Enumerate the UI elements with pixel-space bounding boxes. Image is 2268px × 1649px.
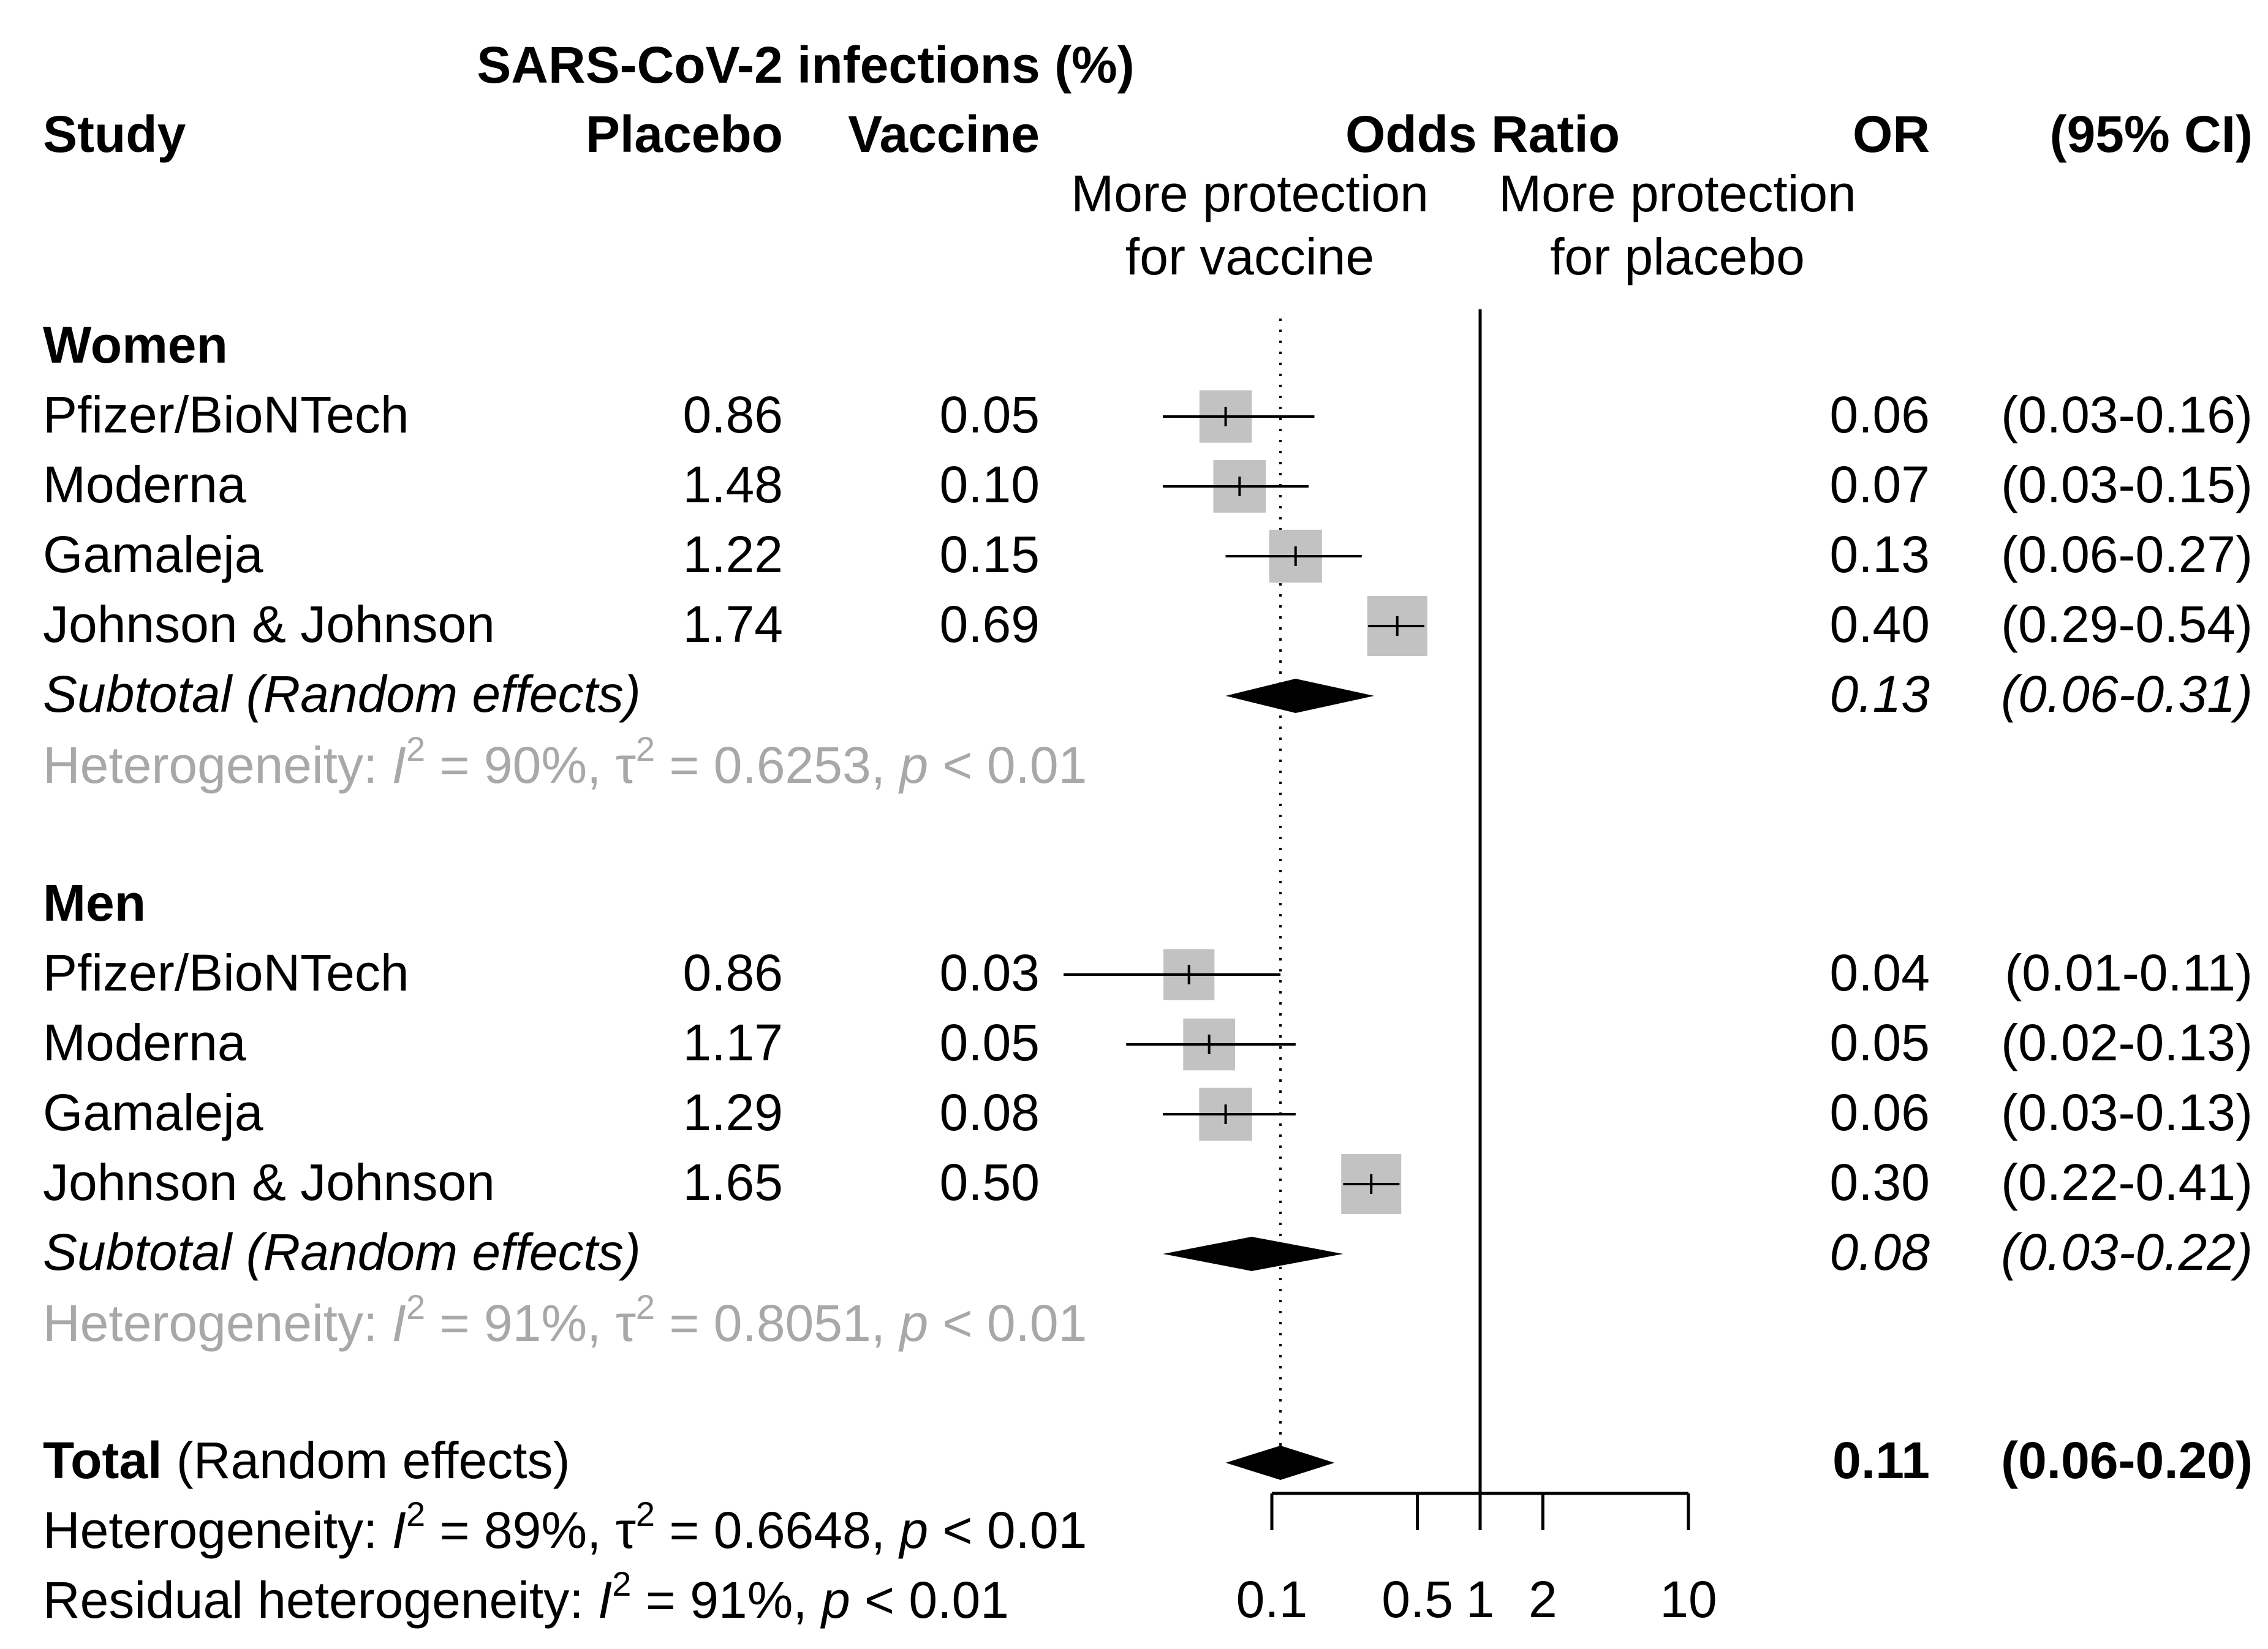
- subtotal-row: Subtotal (Random effects) 0.08 (0.03-0.2…: [43, 1223, 2253, 1281]
- study-row: Moderna 1.17 0.05 0.05 (0.02-0.13): [43, 1014, 2253, 1071]
- placebo-value: 1.22: [683, 526, 784, 583]
- subtotal-diamond: [1163, 1237, 1344, 1271]
- ci-value: (0.29-0.54): [2001, 595, 2253, 653]
- col-effect: Odds Ratio: [1345, 105, 1620, 163]
- study-row: Pfizer/BioNTech 0.86 0.05 0.06 (0.03-0.1…: [43, 386, 2253, 443]
- study-name: Johnson & Johnson: [43, 595, 495, 653]
- x-axis-tick-label: 1: [1466, 1571, 1495, 1628]
- or-value: 0.04: [1830, 944, 1930, 1002]
- study-name: Pfizer/BioNTech: [43, 386, 409, 443]
- placebo-value: 0.86: [683, 944, 784, 1002]
- right-note-line1: More protection: [1499, 165, 1856, 222]
- vaccine-value: 0.05: [940, 386, 1040, 443]
- group-women: Women Pfizer/BioNTech 0.86 0.05 0.06 (0.…: [43, 316, 2253, 794]
- residual-heterogeneity: Residual heterogeneity: I2 = 91%, p < 0.…: [43, 1564, 1009, 1629]
- vaccine-value: 0.15: [940, 526, 1040, 583]
- subtotal-diamond: [1225, 679, 1375, 713]
- placebo-value: 1.48: [683, 456, 784, 513]
- group-title: SARS-CoV-2 infections (%): [477, 36, 1134, 94]
- placebo-value: 1.29: [683, 1084, 784, 1141]
- study-name: Moderna: [43, 1014, 246, 1071]
- col-or: OR: [1853, 105, 1930, 163]
- subtotal-ci: (0.06-0.31): [2001, 665, 2253, 723]
- group-title-women: Women: [43, 316, 228, 374]
- vaccine-value: 0.08: [940, 1084, 1040, 1141]
- study-name: Moderna: [43, 456, 246, 513]
- col-vaccine: Vaccine: [848, 105, 1040, 163]
- or-value: 0.06: [1830, 386, 1930, 443]
- subtotal-or: 0.13: [1830, 665, 1930, 723]
- col-placebo: Placebo: [586, 105, 783, 163]
- placebo-value: 0.86: [683, 386, 784, 443]
- study-row: Johnson & Johnson 1.65 0.50 0.30 (0.22-0…: [43, 1153, 2253, 1211]
- ci-value: (0.03-0.16): [2001, 386, 2253, 443]
- or-value: 0.05: [1830, 1014, 1930, 1071]
- or-value: 0.06: [1830, 1084, 1930, 1141]
- heterogeneity-men: Heterogeneity: I2 = 91%, τ2 = 0.8051, p …: [43, 1288, 1087, 1352]
- subtotal-or: 0.08: [1830, 1223, 1930, 1281]
- col-ci: (95% CI): [2050, 105, 2253, 163]
- total-diamond: [1225, 1446, 1335, 1480]
- ci-value: (0.06-0.27): [2001, 526, 2253, 583]
- forest-marks: 0.1 0.5 1 2 10: [1064, 309, 1717, 1628]
- left-note-line2: for vaccine: [1125, 228, 1374, 285]
- vaccine-value: 0.69: [940, 595, 1040, 653]
- total-section: Total (Random effects) 0.11 (0.06-0.20) …: [43, 1432, 2253, 1629]
- total-label: Total (Random effects): [43, 1432, 570, 1489]
- left-note-line1: More protection: [1071, 165, 1429, 222]
- or-value: 0.07: [1830, 456, 1930, 513]
- heterogeneity-women: Heterogeneity: I2 = 90%, τ2 = 0.6253, p …: [43, 730, 1087, 794]
- ci-value: (0.02-0.13): [2001, 1014, 2253, 1071]
- col-study: Study: [43, 105, 186, 163]
- or-value: 0.40: [1830, 595, 1930, 653]
- column-header: SARS-CoV-2 infections (%) Study Placebo …: [43, 36, 2253, 285]
- vaccine-value: 0.50: [940, 1153, 1040, 1211]
- study-name: Gamaleja: [43, 1084, 263, 1141]
- right-note-line2: for placebo: [1550, 228, 1805, 285]
- subtotal-label: Subtotal (Random effects): [43, 665, 641, 723]
- study-name: Pfizer/BioNTech: [43, 944, 409, 1002]
- ci-value: (0.03-0.13): [2001, 1084, 2253, 1141]
- total-or: 0.11: [1832, 1432, 1930, 1489]
- x-axis-tick-label: 10: [1660, 1571, 1717, 1628]
- study-name: Gamaleja: [43, 526, 263, 583]
- ci-value: (0.22-0.41): [2001, 1153, 2253, 1211]
- vaccine-value: 0.10: [940, 456, 1040, 513]
- placebo-value: 1.65: [683, 1153, 784, 1211]
- vaccine-value: 0.03: [940, 944, 1040, 1002]
- subtotal-row: Subtotal (Random effects) 0.13 (0.06-0.3…: [43, 665, 2253, 723]
- vaccine-value: 0.05: [940, 1014, 1040, 1071]
- ci-value: (0.01-0.11): [2005, 944, 2253, 1002]
- heterogeneity-total: Heterogeneity: I2 = 89%, τ2 = 0.6648, p …: [43, 1495, 1087, 1559]
- group-men: Men Pfizer/BioNTech 0.86 0.03 0.04 (0.01…: [43, 874, 2253, 1352]
- x-axis-tick-label: 2: [1529, 1571, 1557, 1628]
- subtotal-label: Subtotal (Random effects): [43, 1223, 641, 1281]
- placebo-value: 1.74: [683, 595, 784, 653]
- study-row: Gamaleja 1.29 0.08 0.06 (0.03-0.13): [43, 1084, 2253, 1141]
- study-row: Moderna 1.48 0.10 0.07 (0.03-0.15): [43, 456, 2253, 513]
- total-ci: (0.06-0.20): [2001, 1432, 2253, 1489]
- study-row: Pfizer/BioNTech 0.86 0.03 0.04 (0.01-0.1…: [43, 944, 2253, 1002]
- or-value: 0.30: [1830, 1153, 1930, 1211]
- ci-value: (0.03-0.15): [2001, 456, 2253, 513]
- study-row: Gamaleja 1.22 0.15 0.13 (0.06-0.27): [43, 526, 2253, 583]
- or-value: 0.13: [1830, 526, 1930, 583]
- study-row: Johnson & Johnson 1.74 0.69 0.40 (0.29-0…: [43, 595, 2253, 653]
- placebo-value: 1.17: [683, 1014, 784, 1071]
- subtotal-ci: (0.03-0.22): [2001, 1223, 2253, 1281]
- study-name: Johnson & Johnson: [43, 1153, 495, 1211]
- group-title-men: Men: [43, 874, 146, 932]
- x-axis-tick-label: 0.5: [1382, 1571, 1453, 1628]
- x-axis-tick-label: 0.1: [1236, 1571, 1308, 1628]
